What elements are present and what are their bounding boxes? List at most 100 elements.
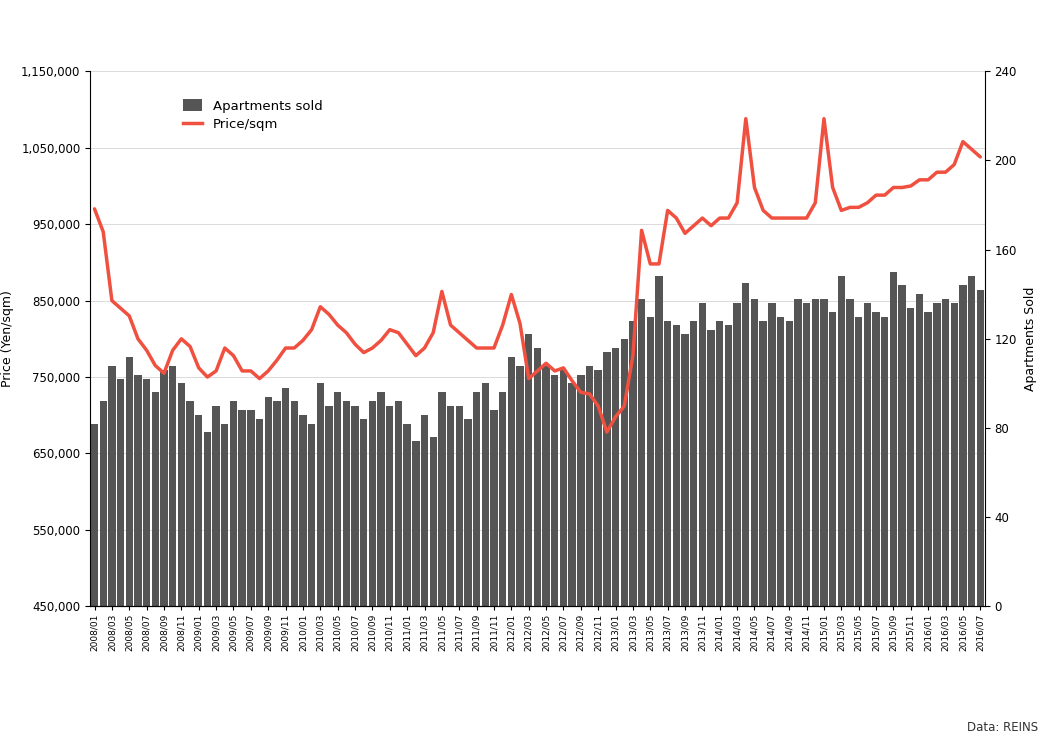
Bar <box>465 419 472 606</box>
Bar <box>143 379 151 606</box>
Bar <box>273 401 280 606</box>
Bar <box>812 298 819 606</box>
Bar <box>934 303 940 606</box>
Bar <box>899 285 906 606</box>
Bar <box>864 303 871 606</box>
Bar <box>447 406 454 606</box>
Bar <box>577 375 585 606</box>
Bar <box>872 312 880 606</box>
Bar <box>360 419 367 606</box>
Bar <box>603 352 610 606</box>
Bar <box>204 432 211 606</box>
Bar <box>924 312 932 606</box>
Bar <box>177 384 185 606</box>
Bar <box>421 415 429 606</box>
Bar <box>560 370 568 606</box>
Bar <box>291 401 298 606</box>
Bar <box>742 283 749 606</box>
Bar <box>768 303 776 606</box>
Bar <box>690 321 697 606</box>
Bar <box>334 392 342 606</box>
Bar <box>629 321 637 606</box>
Y-axis label: Price (Yen/sqm): Price (Yen/sqm) <box>1 290 14 387</box>
Legend: Apartments sold, Price/sqm: Apartments sold, Price/sqm <box>177 94 328 137</box>
Bar <box>299 415 307 606</box>
Bar <box>100 401 107 606</box>
Bar <box>343 401 350 606</box>
Bar <box>135 375 141 606</box>
Bar <box>681 334 689 606</box>
Bar <box>673 326 680 606</box>
Bar <box>91 423 99 606</box>
Bar <box>264 397 272 606</box>
Bar <box>612 348 620 606</box>
Bar <box>569 384 576 606</box>
Bar <box>586 365 593 606</box>
Bar <box>125 356 133 606</box>
Bar <box>247 410 255 606</box>
Bar <box>507 356 515 606</box>
Bar <box>221 423 228 606</box>
Bar <box>473 392 481 606</box>
Bar <box>916 294 923 606</box>
Bar <box>412 442 419 606</box>
Bar <box>525 334 533 606</box>
Bar <box>212 406 220 606</box>
Bar <box>369 401 376 606</box>
Bar <box>664 321 672 606</box>
Bar <box>881 317 888 606</box>
Bar <box>760 321 767 606</box>
Bar <box>378 392 385 606</box>
Bar <box>282 388 290 606</box>
Bar <box>438 392 446 606</box>
Bar <box>499 392 506 606</box>
Bar <box>638 298 645 606</box>
Bar <box>820 298 828 606</box>
Bar <box>716 321 724 606</box>
Bar <box>326 406 333 606</box>
Bar <box>837 276 845 606</box>
Bar <box>152 392 159 606</box>
Bar <box>594 370 602 606</box>
Bar <box>795 298 802 606</box>
Bar <box>959 285 967 606</box>
Bar <box>855 317 863 606</box>
Bar <box>646 317 654 606</box>
Bar <box>656 276 663 606</box>
Bar <box>482 384 489 606</box>
Bar <box>890 272 898 606</box>
Bar <box>117 379 124 606</box>
Bar <box>847 298 854 606</box>
Bar <box>968 276 975 606</box>
Bar <box>907 308 915 606</box>
Bar <box>490 410 498 606</box>
Bar <box>256 419 263 606</box>
Bar <box>316 384 324 606</box>
Bar <box>187 401 194 606</box>
Bar <box>455 406 463 606</box>
Text: Data: REINS: Data: REINS <box>967 721 1038 734</box>
Bar <box>621 339 628 606</box>
Bar <box>725 326 732 606</box>
Bar <box>551 375 558 606</box>
Bar <box>951 303 958 606</box>
Bar <box>942 298 950 606</box>
Bar <box>829 312 836 606</box>
Bar <box>351 406 359 606</box>
Bar <box>751 298 759 606</box>
Bar <box>430 437 437 606</box>
Bar <box>308 423 315 606</box>
Bar <box>160 370 168 606</box>
Bar <box>517 365 524 606</box>
Bar <box>699 303 706 606</box>
Bar <box>195 415 203 606</box>
Bar <box>803 303 811 606</box>
Bar <box>542 365 550 606</box>
Text: Average price per square meter of a second-hand apartment sold in Tokyo’s centra: Average price per square meter of a seco… <box>36 19 1025 34</box>
Bar <box>403 423 411 606</box>
Bar <box>534 348 541 606</box>
Bar <box>239 410 246 606</box>
Bar <box>777 317 784 606</box>
Bar <box>395 401 402 606</box>
Bar <box>108 365 116 606</box>
